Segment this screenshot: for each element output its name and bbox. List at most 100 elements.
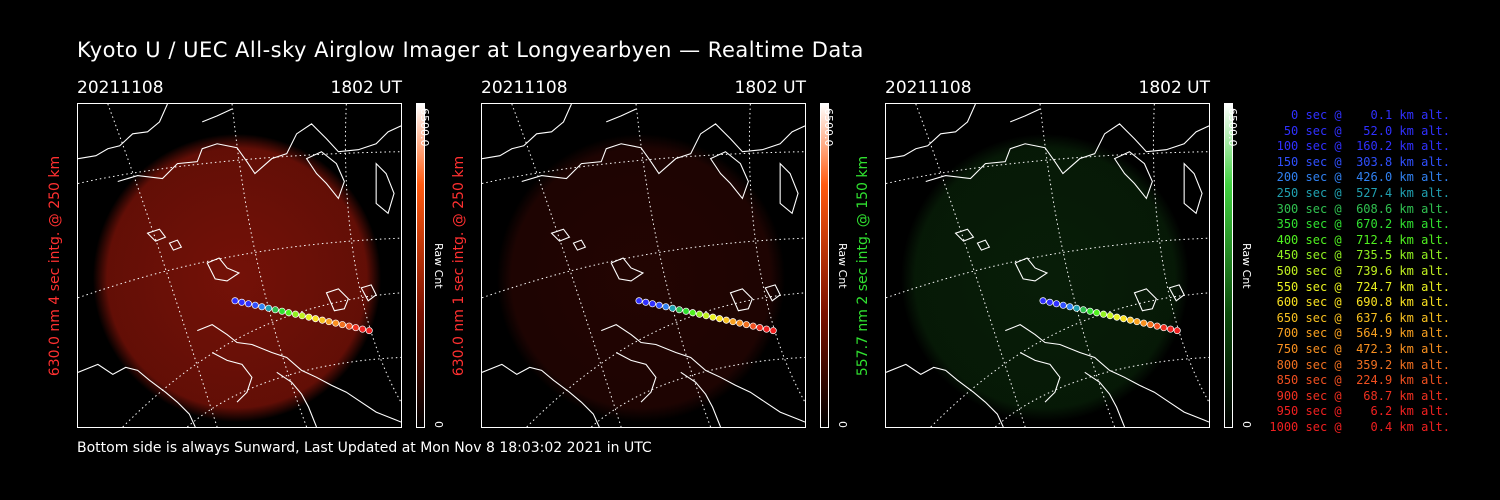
coastline bbox=[680, 371, 722, 427]
colorbar bbox=[416, 103, 425, 428]
allsky-image bbox=[481, 103, 806, 428]
panel-630nm-1sec: 20211108 1802 UT 630.0 nm 1 sec intg. @ … bbox=[451, 78, 881, 430]
legend-row: 100 sec @ 160.2 km alt. bbox=[1276, 139, 1450, 154]
trajectory-point bbox=[763, 325, 771, 333]
coastline bbox=[601, 324, 805, 423]
trajectory-point bbox=[298, 312, 306, 320]
legend-row: 400 sec @ 712.4 km alt. bbox=[1276, 232, 1450, 247]
legend-row: 0 sec @ 0.1 km alt. bbox=[1291, 108, 1450, 122]
trajectory-point bbox=[1093, 309, 1101, 317]
graticule-line bbox=[994, 356, 1209, 427]
trajectory-point bbox=[338, 321, 346, 329]
trajectory-point bbox=[635, 297, 643, 305]
coastline bbox=[1183, 162, 1203, 215]
trajectory-point bbox=[312, 315, 320, 323]
coastline bbox=[482, 104, 572, 160]
trajectory-point bbox=[1113, 313, 1121, 321]
trajectory-point bbox=[1066, 303, 1074, 311]
coastline bbox=[78, 104, 168, 160]
trajectory-point bbox=[1073, 304, 1081, 312]
panel-date: 20211108 bbox=[481, 78, 568, 98]
trajectory-point bbox=[318, 316, 326, 324]
legend-row: 650 sec @ 637.6 km alt. bbox=[1276, 310, 1450, 325]
trajectory-point bbox=[642, 298, 650, 306]
trajectory-point bbox=[251, 301, 259, 309]
trajectory-point bbox=[244, 300, 252, 308]
trajectory-point bbox=[352, 324, 360, 332]
trajectory-point bbox=[365, 327, 373, 335]
graticule-line bbox=[186, 356, 401, 427]
coastline bbox=[521, 123, 805, 183]
coastline bbox=[709, 151, 749, 200]
coastline bbox=[925, 123, 1209, 183]
trajectory-point bbox=[709, 313, 717, 321]
coastline bbox=[1133, 288, 1157, 312]
trajectory-point bbox=[1052, 300, 1060, 308]
trajectory-point bbox=[1133, 318, 1141, 326]
coastline bbox=[360, 284, 377, 302]
coastline bbox=[976, 239, 991, 251]
trajectory-point bbox=[648, 300, 656, 308]
legend-row: 150 sec @ 303.8 km alt. bbox=[1276, 154, 1450, 169]
trajectory-point bbox=[238, 298, 246, 306]
legend-row: 850 sec @ 224.9 km alt. bbox=[1276, 373, 1450, 388]
trajectory-point bbox=[702, 312, 710, 320]
trajectory-point bbox=[1153, 322, 1161, 330]
panel-time: 1802 UT bbox=[330, 78, 403, 98]
legend-row: 1000 sec @ 0.4 km alt. bbox=[1269, 419, 1450, 434]
trajectory-point bbox=[1120, 315, 1128, 323]
page-title: Kyoto U / UEC All-sky Airglow Imager at … bbox=[77, 38, 864, 62]
legend-row: 350 sec @ 670.2 km alt. bbox=[1276, 217, 1450, 232]
trajectory-point bbox=[305, 313, 313, 321]
trajectory-point bbox=[1146, 321, 1154, 329]
legend-row: 450 sec @ 735.5 km alt. bbox=[1276, 248, 1450, 263]
coastline bbox=[211, 351, 253, 403]
airglow-field bbox=[496, 133, 786, 423]
trajectory-point bbox=[265, 304, 273, 312]
coastline bbox=[1005, 324, 1209, 423]
coastline bbox=[117, 123, 401, 183]
trajectory-point bbox=[756, 324, 764, 332]
panel-ylabel: 557.7 nm 2 sec intg. @ 150 km bbox=[855, 155, 871, 377]
trajectory-point bbox=[1140, 319, 1148, 327]
trajectory-point bbox=[271, 306, 279, 314]
colorbar-unit-label: Raw Cnt bbox=[432, 243, 445, 289]
trajectory-point bbox=[695, 310, 703, 318]
colorbar-max-label: 6500.0 bbox=[822, 108, 835, 147]
colorbar-unit-label: Raw Cnt bbox=[1240, 243, 1253, 289]
legend-row: 900 sec @ 68.7 km alt. bbox=[1276, 388, 1450, 403]
legend-row: 500 sec @ 739.6 km alt. bbox=[1276, 263, 1450, 278]
coastline bbox=[482, 363, 600, 427]
coastline bbox=[729, 288, 753, 312]
colorbar-min-label: 0 bbox=[836, 421, 849, 428]
coastline bbox=[615, 351, 657, 403]
panel-date: 20211108 bbox=[885, 78, 972, 98]
colorbar-unit-label: Raw Cnt bbox=[836, 243, 849, 289]
allsky-image bbox=[885, 103, 1210, 428]
trajectory-point bbox=[278, 307, 286, 315]
trajectory-point bbox=[1046, 298, 1054, 306]
graticule-line bbox=[526, 292, 805, 427]
colorbar-max-label: 6500.0 bbox=[1226, 108, 1239, 147]
trajectory-point bbox=[736, 319, 744, 327]
trajectory-point bbox=[359, 325, 367, 333]
trajectory-point bbox=[1106, 312, 1114, 320]
trajectory-point bbox=[669, 304, 677, 312]
trajectory-point bbox=[1059, 301, 1067, 309]
coastline bbox=[1019, 351, 1061, 403]
trajectory-point bbox=[655, 301, 663, 309]
coastline bbox=[206, 257, 241, 282]
trajectory-point bbox=[689, 309, 697, 317]
colorbar-min-label: 0 bbox=[1240, 421, 1253, 428]
trajectory-point bbox=[675, 306, 683, 314]
legend-row: 700 sec @ 564.9 km alt. bbox=[1276, 326, 1450, 341]
coastline bbox=[610, 257, 645, 282]
graticule-line bbox=[78, 237, 401, 299]
coastline bbox=[325, 288, 349, 312]
colorbar-max-label: 6500.0 bbox=[418, 108, 431, 147]
trajectory-point bbox=[682, 307, 690, 315]
graticule-line bbox=[590, 356, 805, 427]
trajectory-point bbox=[1099, 310, 1107, 318]
airglow-field bbox=[92, 133, 382, 423]
trajectory-point bbox=[769, 327, 777, 335]
